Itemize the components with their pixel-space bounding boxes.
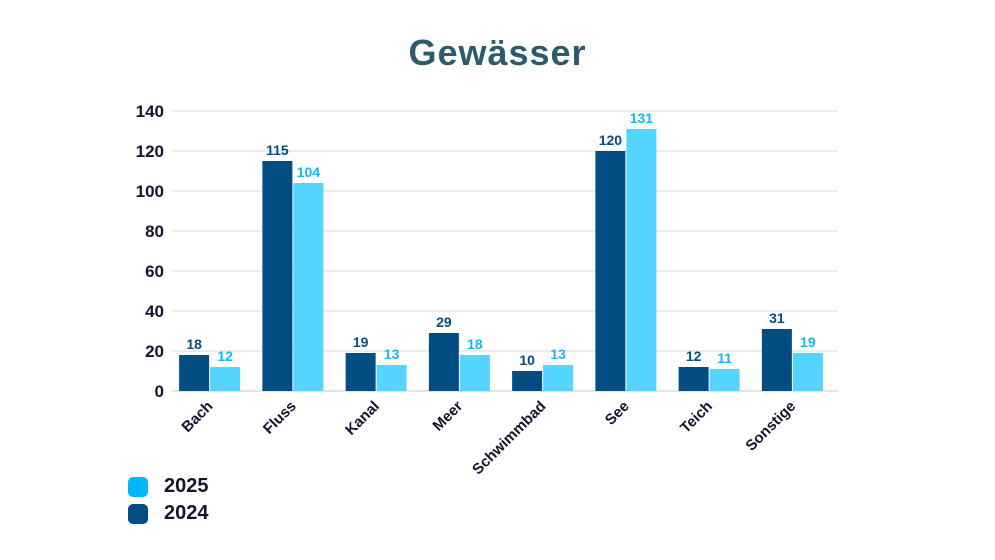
legend-item-2025: 2025 <box>128 475 209 498</box>
data-label-2025: 18 <box>467 336 483 352</box>
bar-2025 <box>709 369 740 391</box>
data-label-2025: 13 <box>384 346 400 362</box>
bar-2025 <box>459 355 490 391</box>
data-label-2025: 11 <box>717 350 732 366</box>
data-label-2024: 10 <box>519 352 535 368</box>
bar-2025 <box>792 353 823 391</box>
data-label-2024: 12 <box>686 348 702 364</box>
bar-2024 <box>179 355 210 391</box>
legend-label-2025: 2025 <box>164 475 209 497</box>
y-tick-label: 100 <box>136 182 164 201</box>
data-label-2024: 31 <box>769 310 785 326</box>
data-label-2024: 29 <box>436 314 452 330</box>
data-label-2025: 12 <box>217 348 233 364</box>
bar-2025 <box>210 367 241 391</box>
chart-title: Gewässer <box>408 32 587 73</box>
bar-2025 <box>293 183 324 391</box>
x-tick-label: Meer <box>429 398 466 435</box>
x-tick-label: Fluss <box>260 398 300 438</box>
bar-2025 <box>376 365 407 391</box>
bar-2024 <box>262 161 293 391</box>
legend-label-2024: 2024 <box>164 502 209 524</box>
legend-swatch-2024 <box>128 503 148 524</box>
x-tick-label: Sonstige <box>742 398 799 455</box>
data-label-2025: 19 <box>800 334 816 350</box>
data-label-2024: 120 <box>599 132 623 148</box>
legend-swatch-2025 <box>128 476 148 497</box>
data-label-2024: 19 <box>353 334 369 350</box>
x-tick-label: Schwimmbad <box>469 398 549 478</box>
bar-2024 <box>678 367 709 391</box>
bar-2024 <box>761 329 792 391</box>
y-tick-label: 80 <box>145 222 164 241</box>
y-tick-label: 40 <box>145 302 164 321</box>
x-tick-label: See <box>602 398 633 429</box>
x-tick-label: Teich <box>677 398 716 437</box>
x-tick-label: Bach <box>178 398 216 436</box>
data-label-2025: 131 <box>630 110 654 126</box>
bar-2024 <box>595 151 626 391</box>
bar-2024 <box>512 371 543 391</box>
y-tick-label: 20 <box>145 342 164 361</box>
data-label-2024: 18 <box>186 336 202 352</box>
y-tick-label: 60 <box>145 262 164 281</box>
bar-2025 <box>543 365 574 391</box>
legend-item-2024: 2024 <box>128 502 209 525</box>
y-tick-label: 0 <box>155 382 164 401</box>
bar-2025 <box>626 129 657 391</box>
data-label-2024: 115 <box>266 142 289 158</box>
bar-2024 <box>345 353 376 391</box>
x-tick-label: Kanal <box>342 398 383 439</box>
bar-2024 <box>428 333 459 391</box>
data-label-2025: 13 <box>550 346 566 362</box>
y-tick-label: 140 <box>136 102 164 121</box>
data-label-2025: 104 <box>297 164 321 180</box>
y-tick-label: 120 <box>136 142 164 161</box>
